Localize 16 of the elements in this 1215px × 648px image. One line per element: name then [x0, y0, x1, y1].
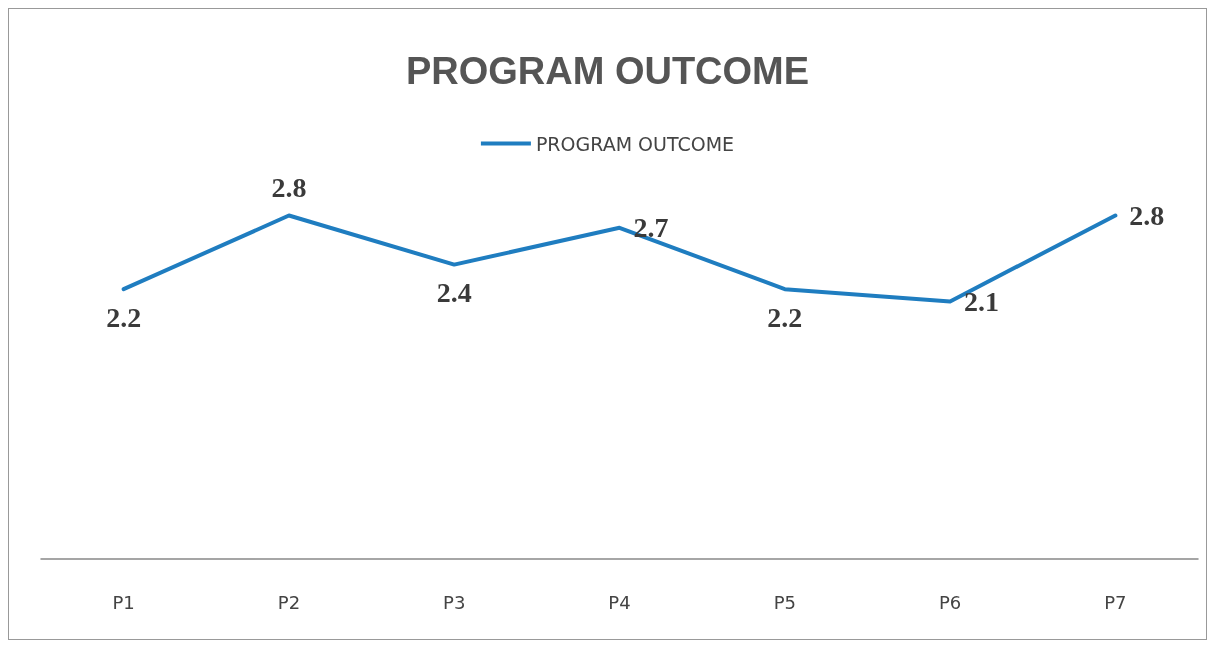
- data-label: 2.4: [436, 277, 472, 309]
- x-tick-label: P5: [773, 591, 796, 613]
- data-label: 2.2: [767, 301, 803, 333]
- legend-label: PROGRAM OUTCOME: [535, 132, 735, 155]
- x-tick-label: P4: [608, 591, 631, 613]
- x-tick-label: P2: [277, 591, 301, 613]
- x-tick-label: P3: [443, 591, 466, 613]
- data-label: 2.7: [633, 212, 669, 244]
- data-label: 2.1: [964, 285, 1000, 317]
- data-label: 2.2: [106, 301, 142, 333]
- x-tick-label: P6: [938, 591, 962, 613]
- data-label: 2.8: [1129, 200, 1165, 232]
- x-tick-label: P1: [112, 591, 135, 613]
- data-label: 2.8: [271, 172, 307, 204]
- chart-title: PROGRAM OUTCOME: [405, 50, 810, 92]
- x-tick-label: P7: [1104, 591, 1127, 613]
